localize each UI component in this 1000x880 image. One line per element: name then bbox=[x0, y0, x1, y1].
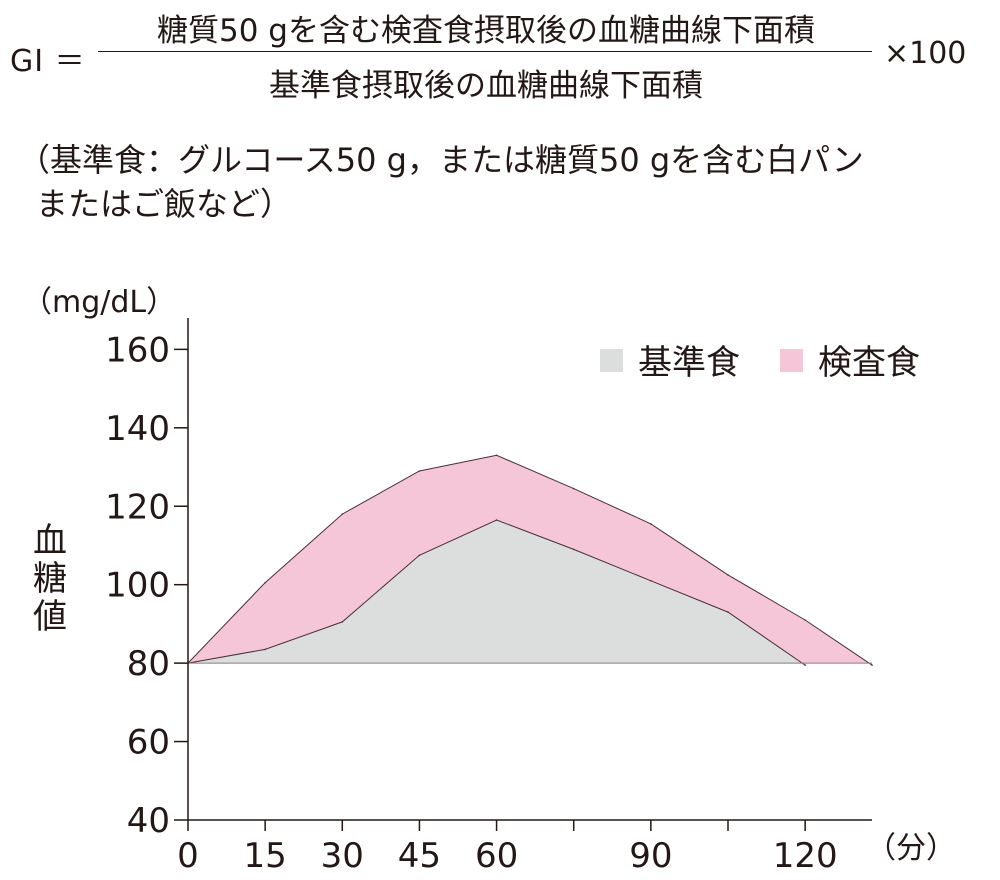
area-layer bbox=[187, 454, 873, 666]
data-point-0-1 bbox=[264, 581, 266, 584]
x-tick-label: 45 bbox=[398, 836, 441, 876]
legend: 基準食 検査食 bbox=[600, 343, 920, 383]
data-point-1-4 bbox=[495, 519, 498, 521]
reference-food-note: （基準食：グルコース50 g，または糖質50 gを含む白パン またはご飯など） bbox=[18, 138, 978, 226]
data-point-1-2 bbox=[341, 621, 344, 623]
data-point-1-5 bbox=[572, 548, 575, 551]
y-tick-label: 160 bbox=[105, 330, 170, 370]
x-tick-label: 120 bbox=[773, 836, 838, 876]
axes-layer bbox=[187, 318, 872, 821]
data-point-0-8 bbox=[804, 619, 806, 621]
data-point-0-3 bbox=[418, 470, 421, 472]
data-point-1-1 bbox=[264, 648, 266, 651]
y-axis-title-char: 糖 bbox=[33, 559, 67, 599]
data-point-1-3 bbox=[418, 554, 421, 557]
legend-label-0: 基準食 bbox=[638, 343, 740, 383]
y-axis-title: 血糖値 bbox=[33, 521, 67, 637]
formula-denominator: 基準食摂取後の血糖曲線下面積 bbox=[269, 68, 703, 104]
data-point-1-6 bbox=[650, 580, 652, 582]
y-tick-label: 100 bbox=[105, 566, 170, 606]
data-point-0-7 bbox=[727, 574, 729, 576]
y-tick-label: 120 bbox=[105, 487, 170, 527]
y-tick-label: 140 bbox=[105, 409, 170, 449]
formula-lhs: GI ＝ bbox=[10, 44, 86, 79]
y-tick-label: 40 bbox=[127, 801, 170, 841]
y-axis-title-char: 血 bbox=[33, 521, 67, 561]
y-axis-title-char: 値 bbox=[33, 597, 67, 637]
y-tick-label: 60 bbox=[127, 723, 170, 763]
formula-multiplier: ×100 bbox=[884, 36, 967, 71]
legend-swatch-1 bbox=[780, 349, 803, 372]
x-tick-label: 90 bbox=[629, 836, 672, 876]
ticks-layer: 40 60 80 100 120 140 160 0 15 30 45 60 90 120 bbox=[105, 330, 838, 876]
fraction-bar bbox=[98, 51, 872, 52]
x-unit-label: （分） bbox=[866, 831, 956, 866]
data-point-0-2 bbox=[341, 513, 344, 515]
formula-numerator: 糖質50 gを含む検査食摂取後の血糖曲線下面積 bbox=[157, 13, 815, 49]
data-point-0-9 bbox=[871, 664, 873, 666]
x-tick-label: 0 bbox=[177, 836, 199, 876]
series-line-0 bbox=[187, 454, 873, 666]
y-tick-label: 80 bbox=[127, 644, 170, 684]
y-unit-label: （mg/dL） bbox=[22, 285, 176, 320]
data-point-0-4 bbox=[495, 454, 498, 457]
data-point-1-8 bbox=[804, 664, 806, 666]
series-area-1 bbox=[188, 520, 806, 666]
data-point-0-5 bbox=[572, 487, 575, 490]
data-point-1-7 bbox=[727, 611, 729, 613]
x-tick-label: 60 bbox=[475, 836, 518, 876]
legend-swatch-0 bbox=[600, 349, 623, 372]
x-tick-label: 30 bbox=[321, 836, 364, 876]
gi-formula: GI ＝ 糖質50 gを含む検査食摂取後の血糖曲線下面積 基準食摂取後の血糖曲線… bbox=[0, 0, 1000, 110]
note-line-2: またはご飯など） bbox=[36, 185, 293, 223]
x-tick-label: 15 bbox=[244, 836, 287, 876]
note-line-1: （基準食：グルコース50 g，または糖質50 gを含む白パン bbox=[18, 141, 864, 179]
data-point-0-6 bbox=[650, 523, 652, 525]
legend-label-1: 検査食 bbox=[818, 343, 920, 383]
